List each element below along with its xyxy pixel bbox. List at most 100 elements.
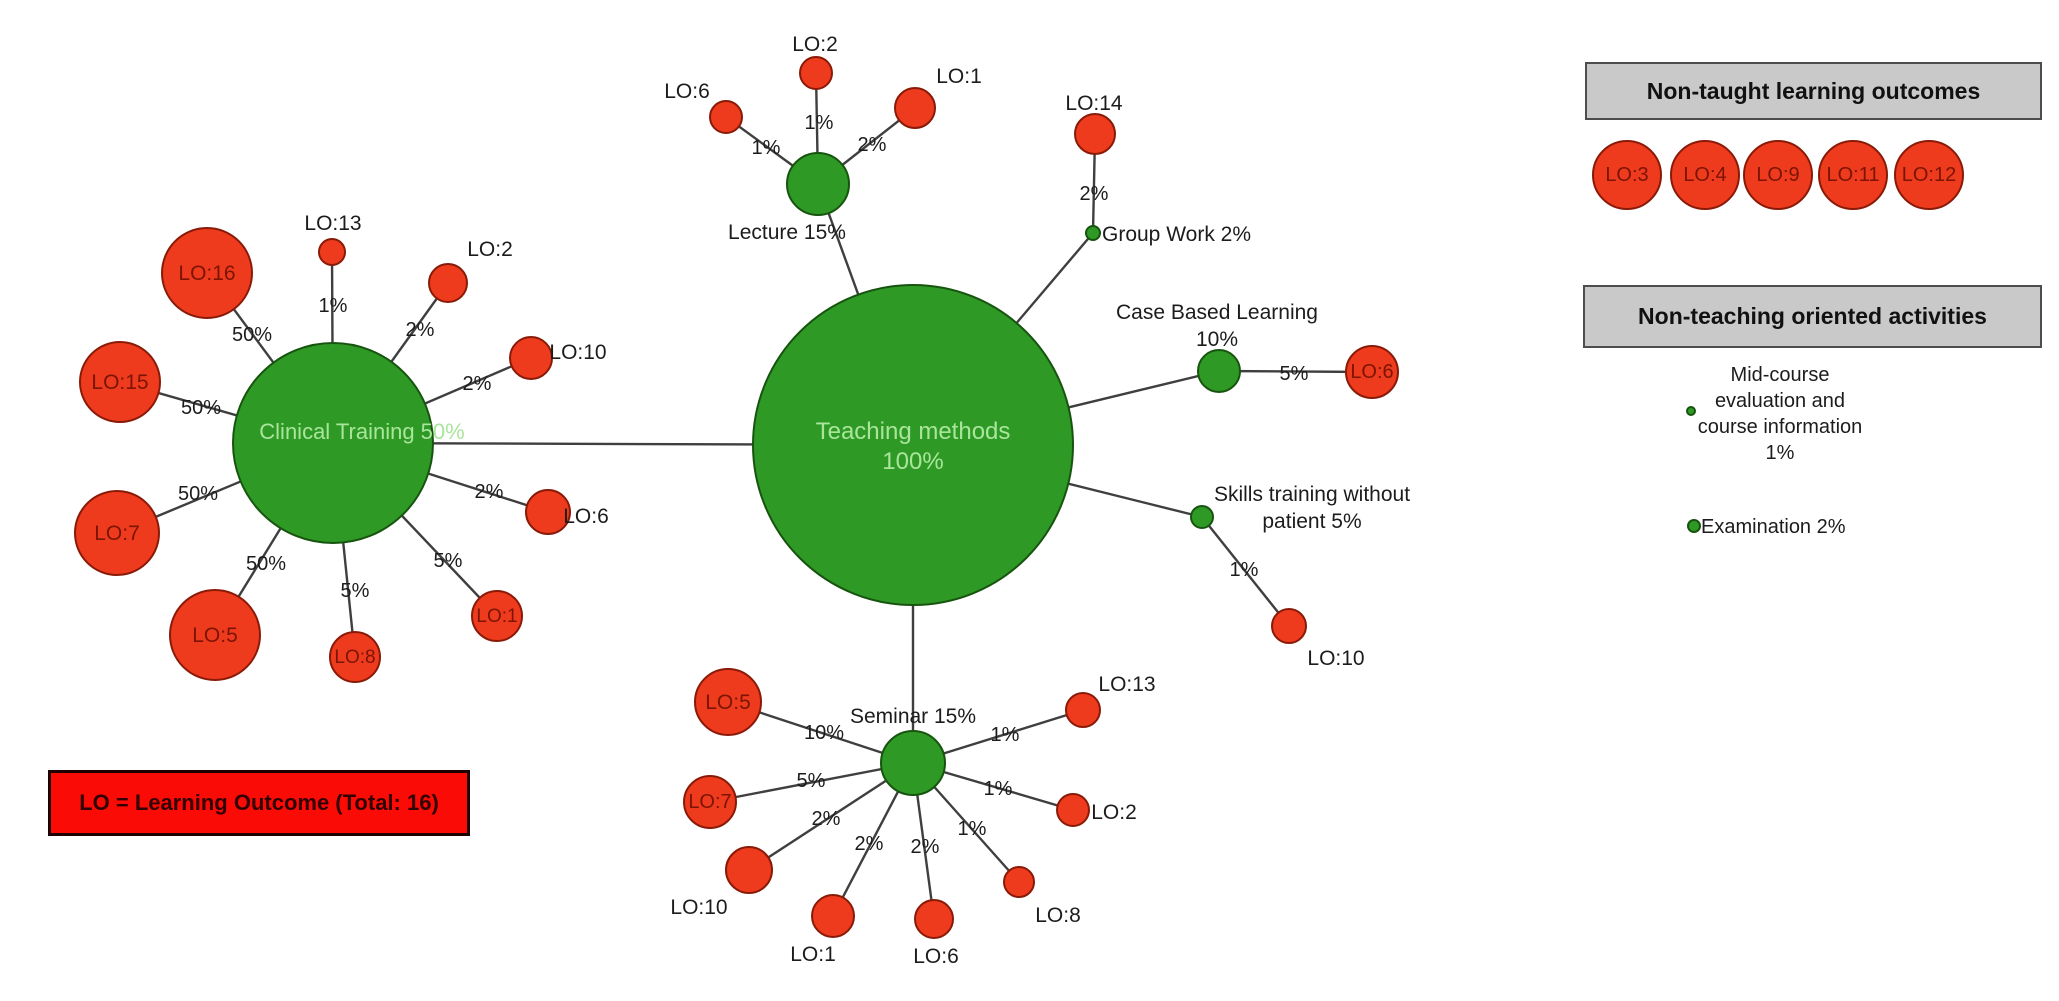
non-taught-header-label: Non-taught learning outcomes: [1646, 77, 1981, 104]
edge-label-clinical-c15: 50%: [181, 397, 221, 419]
lo-legend-label: LO = Learning Outcome (Total: 16): [79, 790, 439, 815]
node-c7: [74, 490, 160, 576]
non-teaching-header-label: Non-teaching oriented activities: [1638, 303, 1987, 329]
label-x8: LO:8: [1035, 904, 1081, 927]
node-s10: [1271, 608, 1307, 644]
edge-label-clinical-c8: 5%: [341, 580, 370, 602]
node-clinical: [232, 342, 434, 544]
label-teaching: Teaching methods 100%: [816, 418, 1011, 475]
edge-skills-s10: [1201, 516, 1290, 627]
label-l2: LO:2: [792, 33, 838, 56]
label-skills: Skills training without patient 5%: [1214, 483, 1410, 533]
node-cb6: [1345, 345, 1399, 399]
label-cb6: LO:6: [1350, 361, 1393, 383]
edge-label-seminar-x5: 10%: [804, 722, 844, 744]
label-n12: LO:12: [1902, 164, 1956, 186]
node-n3: [1592, 140, 1662, 210]
edge-label-skills-s10: 1%: [1230, 559, 1259, 581]
edge-seminar-x7: [709, 761, 914, 804]
label-c7: LO:7: [94, 522, 140, 545]
node-l6: [709, 100, 743, 134]
label-x13: LO:13: [1098, 673, 1155, 696]
label-clinical: Clinical Training 50%: [259, 419, 464, 444]
non-taught-header: Non-taught learning outcomes: [1585, 62, 2042, 120]
label-c1: LO:1: [476, 606, 517, 627]
edge-label-clinical-c2: 2%: [406, 319, 435, 341]
edge-label-seminar-x7: 5%: [797, 770, 826, 792]
label-x2: LO:2: [1091, 801, 1137, 824]
node-skills: [1190, 505, 1214, 529]
node-exam: [1687, 519, 1701, 533]
edge-label-seminar-x6: 2%: [911, 836, 940, 858]
edge-label-seminar-x13: 1%: [991, 724, 1020, 746]
label-c5: LO:5: [192, 624, 238, 647]
edge-label-lecture-l2: 1%: [805, 112, 834, 134]
edge-label-seminar-x2: 1%: [984, 778, 1013, 800]
label-c2: LO:2: [467, 238, 513, 261]
node-c6: [525, 489, 571, 535]
edge-label-seminar-x1: 2%: [855, 833, 884, 855]
label-groupwork: Group Work 2%: [1102, 223, 1251, 246]
label-x10: LO:10: [670, 896, 727, 919]
label-l6: LO:6: [664, 80, 710, 103]
edge-label-clinical-c1: 5%: [434, 550, 463, 572]
label-x7: LO:7: [688, 791, 731, 813]
label-c15: LO:15: [91, 371, 148, 394]
edge-label-clinical-c10: 2%: [463, 373, 492, 395]
label-c16: LO:16: [178, 262, 235, 285]
node-x6: [914, 899, 954, 939]
label-s10: LO:10: [1307, 647, 1364, 670]
node-x1: [811, 894, 855, 938]
node-c2: [428, 263, 468, 303]
node-n12: [1894, 140, 1964, 210]
label-n3: LO:3: [1605, 164, 1648, 186]
label-x5: LO:5: [705, 691, 751, 714]
node-n4: [1670, 140, 1740, 210]
node-groupwork: [1085, 225, 1101, 241]
edge-label-clinical-c16: 50%: [232, 324, 272, 346]
node-c15: [79, 341, 161, 423]
label-n11: LO:11: [1827, 164, 1880, 186]
label-casebased: Case Based Learning 10%: [1116, 301, 1318, 351]
label-c10: LO:10: [549, 341, 606, 364]
label-c6: LO:6: [563, 505, 609, 528]
label-c8: LO:8: [334, 647, 375, 668]
node-seminar: [880, 730, 946, 796]
label-exam: Examination 2%: [1701, 516, 1846, 538]
node-c8: [329, 631, 381, 683]
node-c10: [509, 336, 553, 380]
node-lecture: [786, 152, 850, 216]
node-n11: [1818, 140, 1888, 210]
edge-label-lecture-l6: 1%: [752, 137, 781, 159]
label-n9: LO:9: [1756, 164, 1799, 186]
node-casebased: [1197, 349, 1241, 393]
label-c13: LO:13: [304, 212, 361, 235]
edge-label-clinical-c13: 1%: [319, 295, 348, 317]
node-x5: [694, 668, 762, 736]
label-lecture: Lecture 15%: [728, 221, 846, 244]
node-teaching: [752, 284, 1074, 606]
lo-legend-box: LO = Learning Outcome (Total: 16): [48, 770, 470, 836]
edge-label-clinical-c7: 50%: [178, 483, 218, 505]
label-l1: LO:1: [936, 65, 982, 88]
edge-label-groupwork-g14: 2%: [1080, 183, 1109, 205]
edge-label-seminar-x10: 2%: [812, 808, 841, 830]
label-g14: LO:14: [1065, 92, 1123, 115]
node-x10: [725, 846, 773, 894]
node-x2: [1056, 793, 1090, 827]
node-c13: [318, 238, 346, 266]
edge-label-lecture-l1: 2%: [858, 134, 887, 156]
node-l1: [894, 87, 936, 129]
node-midcourse: [1686, 406, 1696, 416]
node-x8: [1003, 866, 1035, 898]
edge-label-clinical-c5: 50%: [246, 553, 286, 575]
node-c5: [169, 589, 261, 681]
label-seminar: Seminar 15%: [850, 705, 976, 728]
label-midcourse: Mid-course evaluation and course informati…: [1698, 364, 1863, 464]
edge-label-seminar-x8: 1%: [958, 818, 987, 840]
label-n4: LO:4: [1683, 164, 1726, 186]
label-x1: LO:1: [790, 943, 836, 966]
edge-label-clinical-c6: 2%: [475, 481, 504, 503]
